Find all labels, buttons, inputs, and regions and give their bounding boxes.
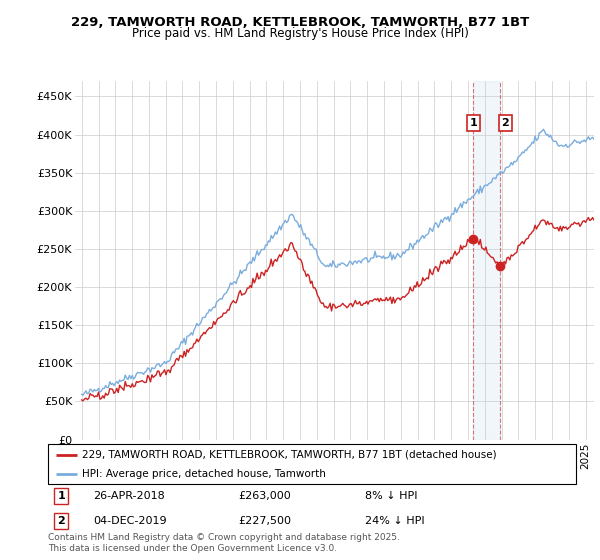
Text: 2: 2 xyxy=(502,118,509,128)
Text: 1: 1 xyxy=(58,491,65,501)
Text: 229, TAMWORTH ROAD, KETTLEBROOK, TAMWORTH, B77 1BT (detached house): 229, TAMWORTH ROAD, KETTLEBROOK, TAMWORT… xyxy=(82,450,497,460)
Text: 1: 1 xyxy=(470,118,478,128)
FancyBboxPatch shape xyxy=(48,444,576,484)
Text: £263,000: £263,000 xyxy=(238,491,291,501)
Text: 26-APR-2018: 26-APR-2018 xyxy=(93,491,164,501)
Text: 04-DEC-2019: 04-DEC-2019 xyxy=(93,516,167,526)
Text: 229, TAMWORTH ROAD, KETTLEBROOK, TAMWORTH, B77 1BT: 229, TAMWORTH ROAD, KETTLEBROOK, TAMWORT… xyxy=(71,16,529,29)
Bar xyxy=(473,81,500,440)
Text: £227,500: £227,500 xyxy=(238,516,291,526)
Text: 8% ↓ HPI: 8% ↓ HPI xyxy=(365,491,418,501)
Text: Contains HM Land Registry data © Crown copyright and database right 2025.
This d: Contains HM Land Registry data © Crown c… xyxy=(48,533,400,553)
Text: HPI: Average price, detached house, Tamworth: HPI: Average price, detached house, Tamw… xyxy=(82,469,326,478)
Text: Price paid vs. HM Land Registry's House Price Index (HPI): Price paid vs. HM Land Registry's House … xyxy=(131,27,469,40)
Text: 2: 2 xyxy=(58,516,65,526)
Text: 24% ↓ HPI: 24% ↓ HPI xyxy=(365,516,424,526)
